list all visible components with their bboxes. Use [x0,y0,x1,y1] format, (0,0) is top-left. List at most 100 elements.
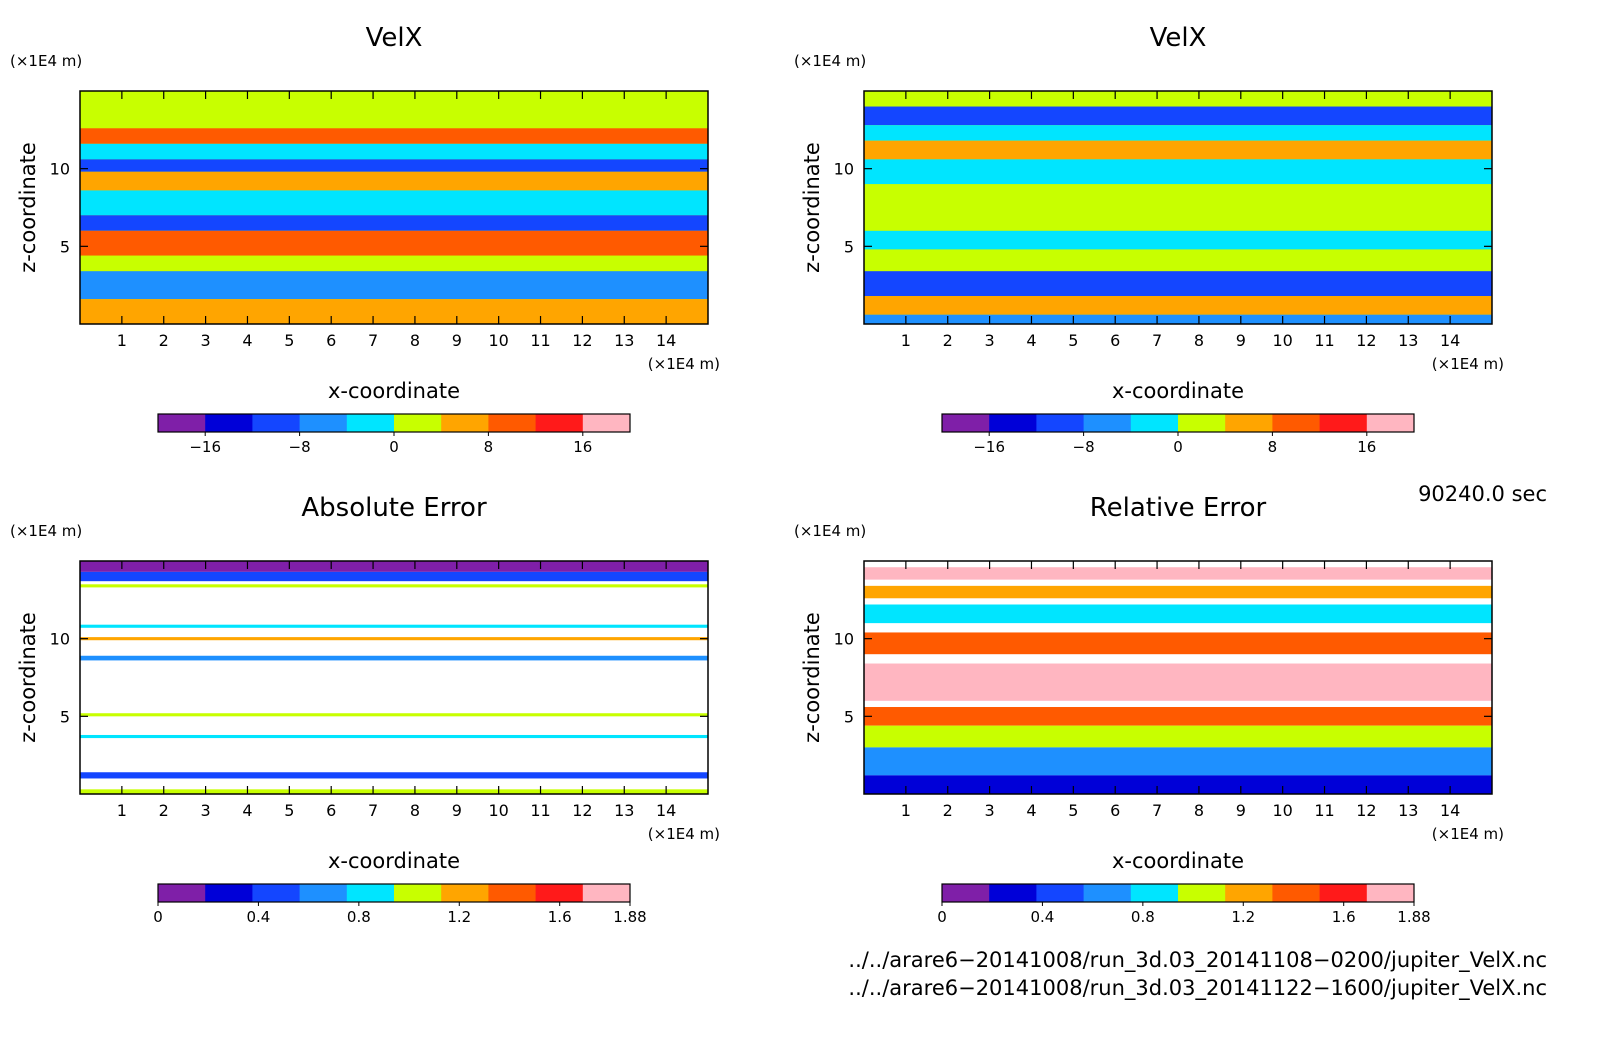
x-tick-label: 3 [201,801,211,820]
contour-band [864,604,1492,624]
contour-band [864,184,1492,231]
colorbar-segment [158,414,206,432]
contour-band [80,624,708,628]
y-unit-label: (×1E4 m) [10,522,82,540]
y-tick-label: 10 [834,160,854,179]
x-tick-label: 13 [614,331,634,350]
x-tick-label: 12 [572,801,592,820]
x-tick-label: 8 [410,331,420,350]
x-tick-label: 13 [614,801,634,820]
y-unit-label: (×1E4 m) [794,52,866,70]
chart-panel-4: Relative Error(×1E4 m)(×1E4 m)1 2 3 4 5 6 7 8 9 1… [794,493,1504,926]
colorbar-tick-label: 1.2 [447,908,471,926]
plot-frame [863,560,1493,795]
chart-title: VelX [366,23,423,53]
x-tick-label: 9 [452,331,462,350]
y-tick-label: 10 [834,630,854,649]
colorbar-segment [1366,414,1415,432]
x-tick-label: 7 [1152,801,1162,820]
contour-band [864,230,1492,250]
x-tick-label: 6 [1110,801,1120,820]
x-tick-label: 2 [943,801,953,820]
contour-band [864,249,1492,272]
x-tick-label: 7 [1152,331,1162,350]
colorbar-tick-label: 8 [484,438,494,456]
x-tick-label: 4 [1026,801,1036,820]
colorbar-segment [441,414,489,432]
plot-frame [79,560,709,795]
colorbar-segment [299,414,348,432]
x-tick-label: 6 [326,801,336,820]
contour-band [80,171,708,191]
x-tick-label: 5 [1068,331,1078,350]
contour-band [864,747,1492,776]
x-tick-label: 5 [1068,801,1078,820]
plot-area [80,561,708,794]
contour-band [80,255,708,272]
x-tick-label: 5 [284,801,294,820]
x-axis-label: x-coordinate [1112,849,1244,873]
colorbar-segment [1225,414,1273,432]
x-tick-label: 9 [452,801,462,820]
contour-band [80,299,708,324]
colorbar-tick-label: 0.8 [1131,908,1155,926]
y-tick-label: 5 [844,707,854,726]
contour-band [80,655,708,661]
contour-band [864,125,1492,141]
contour-band [864,632,1492,655]
x-axis-label: x-coordinate [1112,379,1244,403]
contour-band [864,707,1492,726]
x-tick-label: 2 [159,331,169,350]
y-axis-label: z-coordinate [16,612,40,743]
x-tick-label: 13 [1398,331,1418,350]
x-tick-label: 7 [368,801,378,820]
colorbar-segment [441,884,489,902]
x-axis-label: x-coordinate [328,849,460,873]
colorbar-tick-label: 0 [1173,438,1183,456]
x-tick-label: 7 [368,331,378,350]
colorbar-tick-label: 16 [573,438,592,456]
x-tick-label: 2 [159,801,169,820]
colorbar-segment [1319,414,1368,432]
colorbar-segment [205,414,253,432]
colorbar-segment [488,414,537,432]
contour-band [864,725,1492,748]
x-tick-label: 10 [488,801,508,820]
contour-band [864,271,1492,297]
x-tick-label: 11 [1314,331,1334,350]
colorbar-segment [1178,884,1226,902]
colorbar-segment [394,414,442,432]
colorbar-segment [394,884,442,902]
x-tick-label: 3 [985,331,995,350]
colorbar-segment [346,884,395,902]
colorbar-segment [1225,884,1273,902]
colorbar-tick-label: 0.4 [246,908,270,926]
x-tick-label: 14 [656,331,676,350]
chart-panel-1: VelX(×1E4 m)(×1E4 m)1 2 3 4 5 6 7 8 9 10 11 12 13 145… [10,23,720,456]
x-tick-label: 14 [656,801,676,820]
colorbar-tick-label: 1.6 [1332,908,1356,926]
x-tick-label: 10 [1272,331,1292,350]
y-unit-label: (×1E4 m) [10,52,82,70]
x-tick-label: 10 [1272,801,1292,820]
colorbar-segment [535,884,584,902]
contour-band [80,215,708,231]
contour-band [80,159,708,172]
contour-band [80,230,708,256]
colorbar-tick-label: −8 [1073,438,1095,456]
x-tick-label: 12 [1356,801,1376,820]
contour-band [80,271,708,300]
colorbar-segment [1036,414,1085,432]
x-unit-label: (×1E4 m) [1432,825,1504,843]
contour-band [80,143,708,160]
x-tick-label: 1 [901,331,911,350]
colorbar-tick-label: −16 [973,438,1005,456]
colorbar-segment [252,414,301,432]
x-tick-label: 4 [1026,331,1036,350]
x-tick-label: 9 [1236,801,1246,820]
contour-band [864,585,1492,599]
contour-band [80,734,708,739]
colorbar-frame [157,883,631,903]
x-tick-label: 11 [530,801,550,820]
